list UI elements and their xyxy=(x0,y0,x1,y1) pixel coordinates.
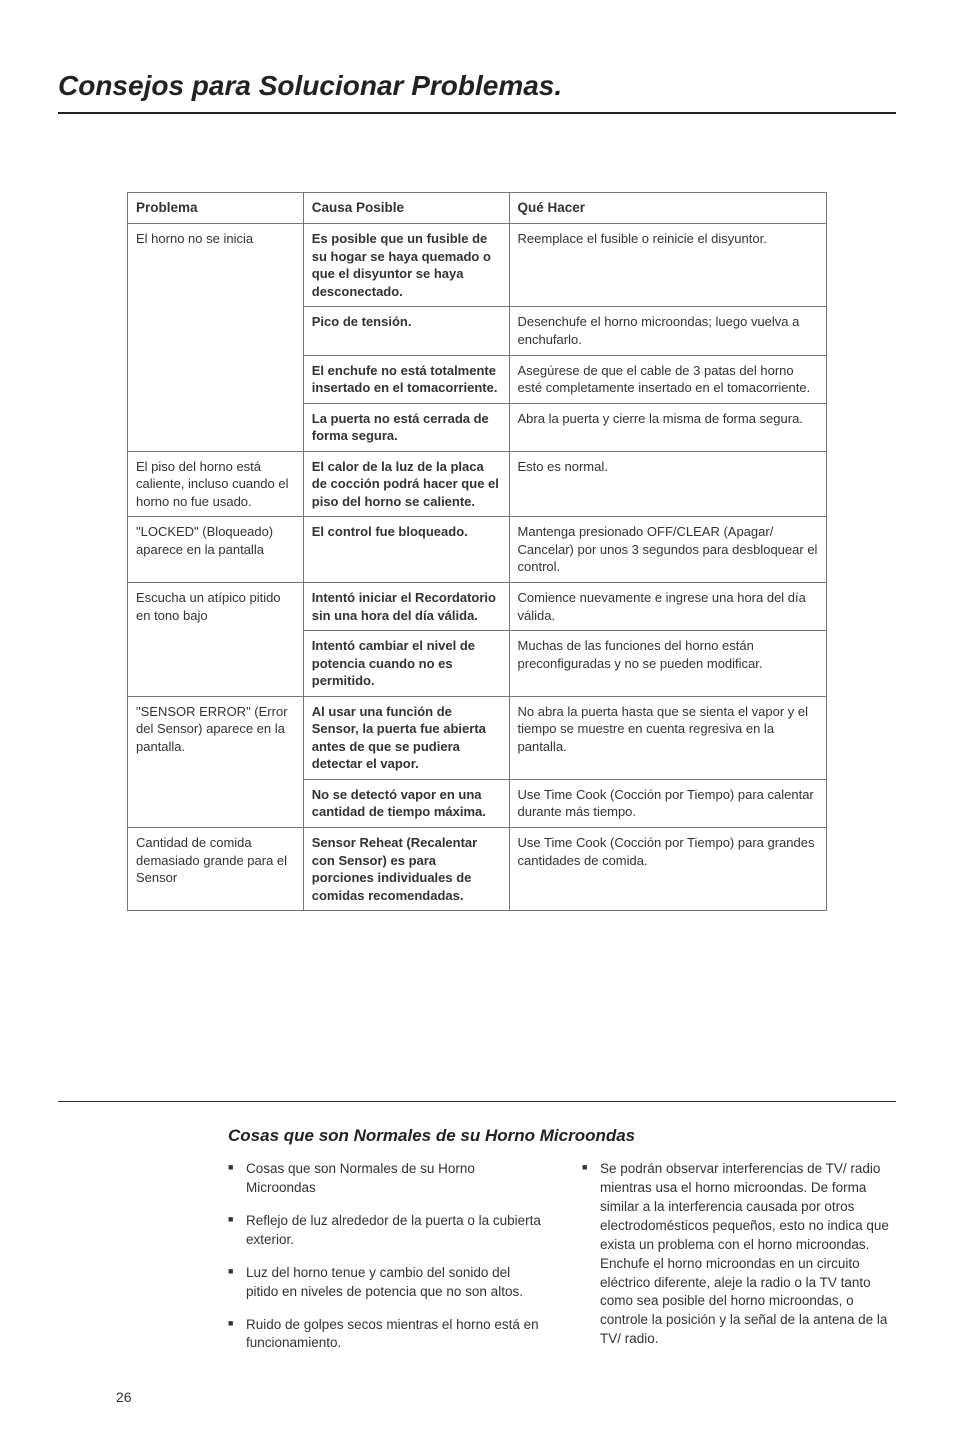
cell-action: No abra la puerta hasta que se sienta el… xyxy=(509,696,826,779)
list-item: Se podrán observar interferencias de TV/… xyxy=(582,1160,896,1349)
normal-list-right: Se podrán observar interferencias de TV/… xyxy=(582,1160,896,1349)
cell-action: Asegúrese de que el cable de 3 patas del… xyxy=(509,355,826,403)
cell-action: Desenchufe el horno microondas; luego vu… xyxy=(509,307,826,355)
cell-cause: El control fue bloqueado. xyxy=(303,517,509,583)
cell-cause: La puerta no está cerrada de forma segur… xyxy=(303,403,509,451)
cell-cause: Pico de tensión. xyxy=(303,307,509,355)
normal-things-columns: Cosas que son Normales de su Horno Micro… xyxy=(228,1160,896,1367)
page-title: Consejos para Solucionar Problemas. xyxy=(58,70,896,114)
table-row: El piso del horno está caliente, incluso… xyxy=(128,451,827,517)
table-header-row: Problema Causa Posible Qué Hacer xyxy=(128,193,827,224)
cell-cause: El enchufe no está totalmente insertado … xyxy=(303,355,509,403)
cell-action: Comience nuevamente e ingrese una hora d… xyxy=(509,582,826,630)
list-item: Cosas que son Normales de su Horno Micro… xyxy=(228,1160,542,1198)
cell-action: Esto es normal. xyxy=(509,451,826,517)
troubleshooting-table: Problema Causa Posible Qué Hacer El horn… xyxy=(127,192,827,911)
cell-cause: No se detectó vapor en una cantidad de t… xyxy=(303,779,509,827)
section-divider xyxy=(58,1101,896,1102)
page-number: 26 xyxy=(116,1389,132,1405)
cell-cause: Intentó iniciar el Recordatorio sin una … xyxy=(303,582,509,630)
cell-action: Reemplace el fusible o reinicie el disyu… xyxy=(509,224,826,307)
cell-problem: "SENSOR ERROR" (Error del Sensor) aparec… xyxy=(128,696,304,827)
cell-problem: El piso del horno está caliente, incluso… xyxy=(128,451,304,517)
list-item: Luz del horno tenue y cambio del sonido … xyxy=(228,1264,542,1302)
normal-things-heading: Cosas que son Normales de su Horno Micro… xyxy=(228,1126,896,1146)
normal-list-left: Cosas que son Normales de su Horno Micro… xyxy=(228,1160,542,1353)
cell-action: Muchas de las funciones del horno están … xyxy=(509,631,826,697)
table-row: "SENSOR ERROR" (Error del Sensor) aparec… xyxy=(128,696,827,779)
col-problem: Problema xyxy=(128,193,304,224)
list-item: Ruido de golpes secos mientras el horno … xyxy=(228,1316,542,1354)
cell-cause: Sensor Reheat (Recalentar con Sensor) es… xyxy=(303,827,509,910)
cell-cause: Intentó cambiar el nivel de potencia cua… xyxy=(303,631,509,697)
table-row: Escucha un atípico pitido en tono bajoIn… xyxy=(128,582,827,630)
cell-action: Use Time Cook (Cocción por Tiempo) para … xyxy=(509,827,826,910)
cell-action: Use Time Cook (Cocción por Tiempo) para … xyxy=(509,779,826,827)
cell-problem: "LOCKED" (Bloqueado) aparece en la panta… xyxy=(128,517,304,583)
col-action: Qué Hacer xyxy=(509,193,826,224)
cell-action: Abra la puerta y cierre la misma de form… xyxy=(509,403,826,451)
list-item: Reflejo de luz alrededor de la puerta o … xyxy=(228,1212,542,1250)
table-row: Cantidad de comida demasiado grande para… xyxy=(128,827,827,910)
cell-problem: Escucha un atípico pitido en tono bajo xyxy=(128,582,304,696)
cell-cause: Es posible que un fusible de su hogar se… xyxy=(303,224,509,307)
cell-action: Mantenga presionado OFF/CLEAR (Apagar/ C… xyxy=(509,517,826,583)
cell-problem: Cantidad de comida demasiado grande para… xyxy=(128,827,304,910)
cell-cause: El calor de la luz de la placa de cocció… xyxy=(303,451,509,517)
cell-problem: El horno no se inicia xyxy=(128,224,304,451)
cell-cause: Al usar una función de Sensor, la puerta… xyxy=(303,696,509,779)
table-row: "LOCKED" (Bloqueado) aparece en la panta… xyxy=(128,517,827,583)
col-cause: Causa Posible xyxy=(303,193,509,224)
table-row: El horno no se iniciaEs posible que un f… xyxy=(128,224,827,307)
